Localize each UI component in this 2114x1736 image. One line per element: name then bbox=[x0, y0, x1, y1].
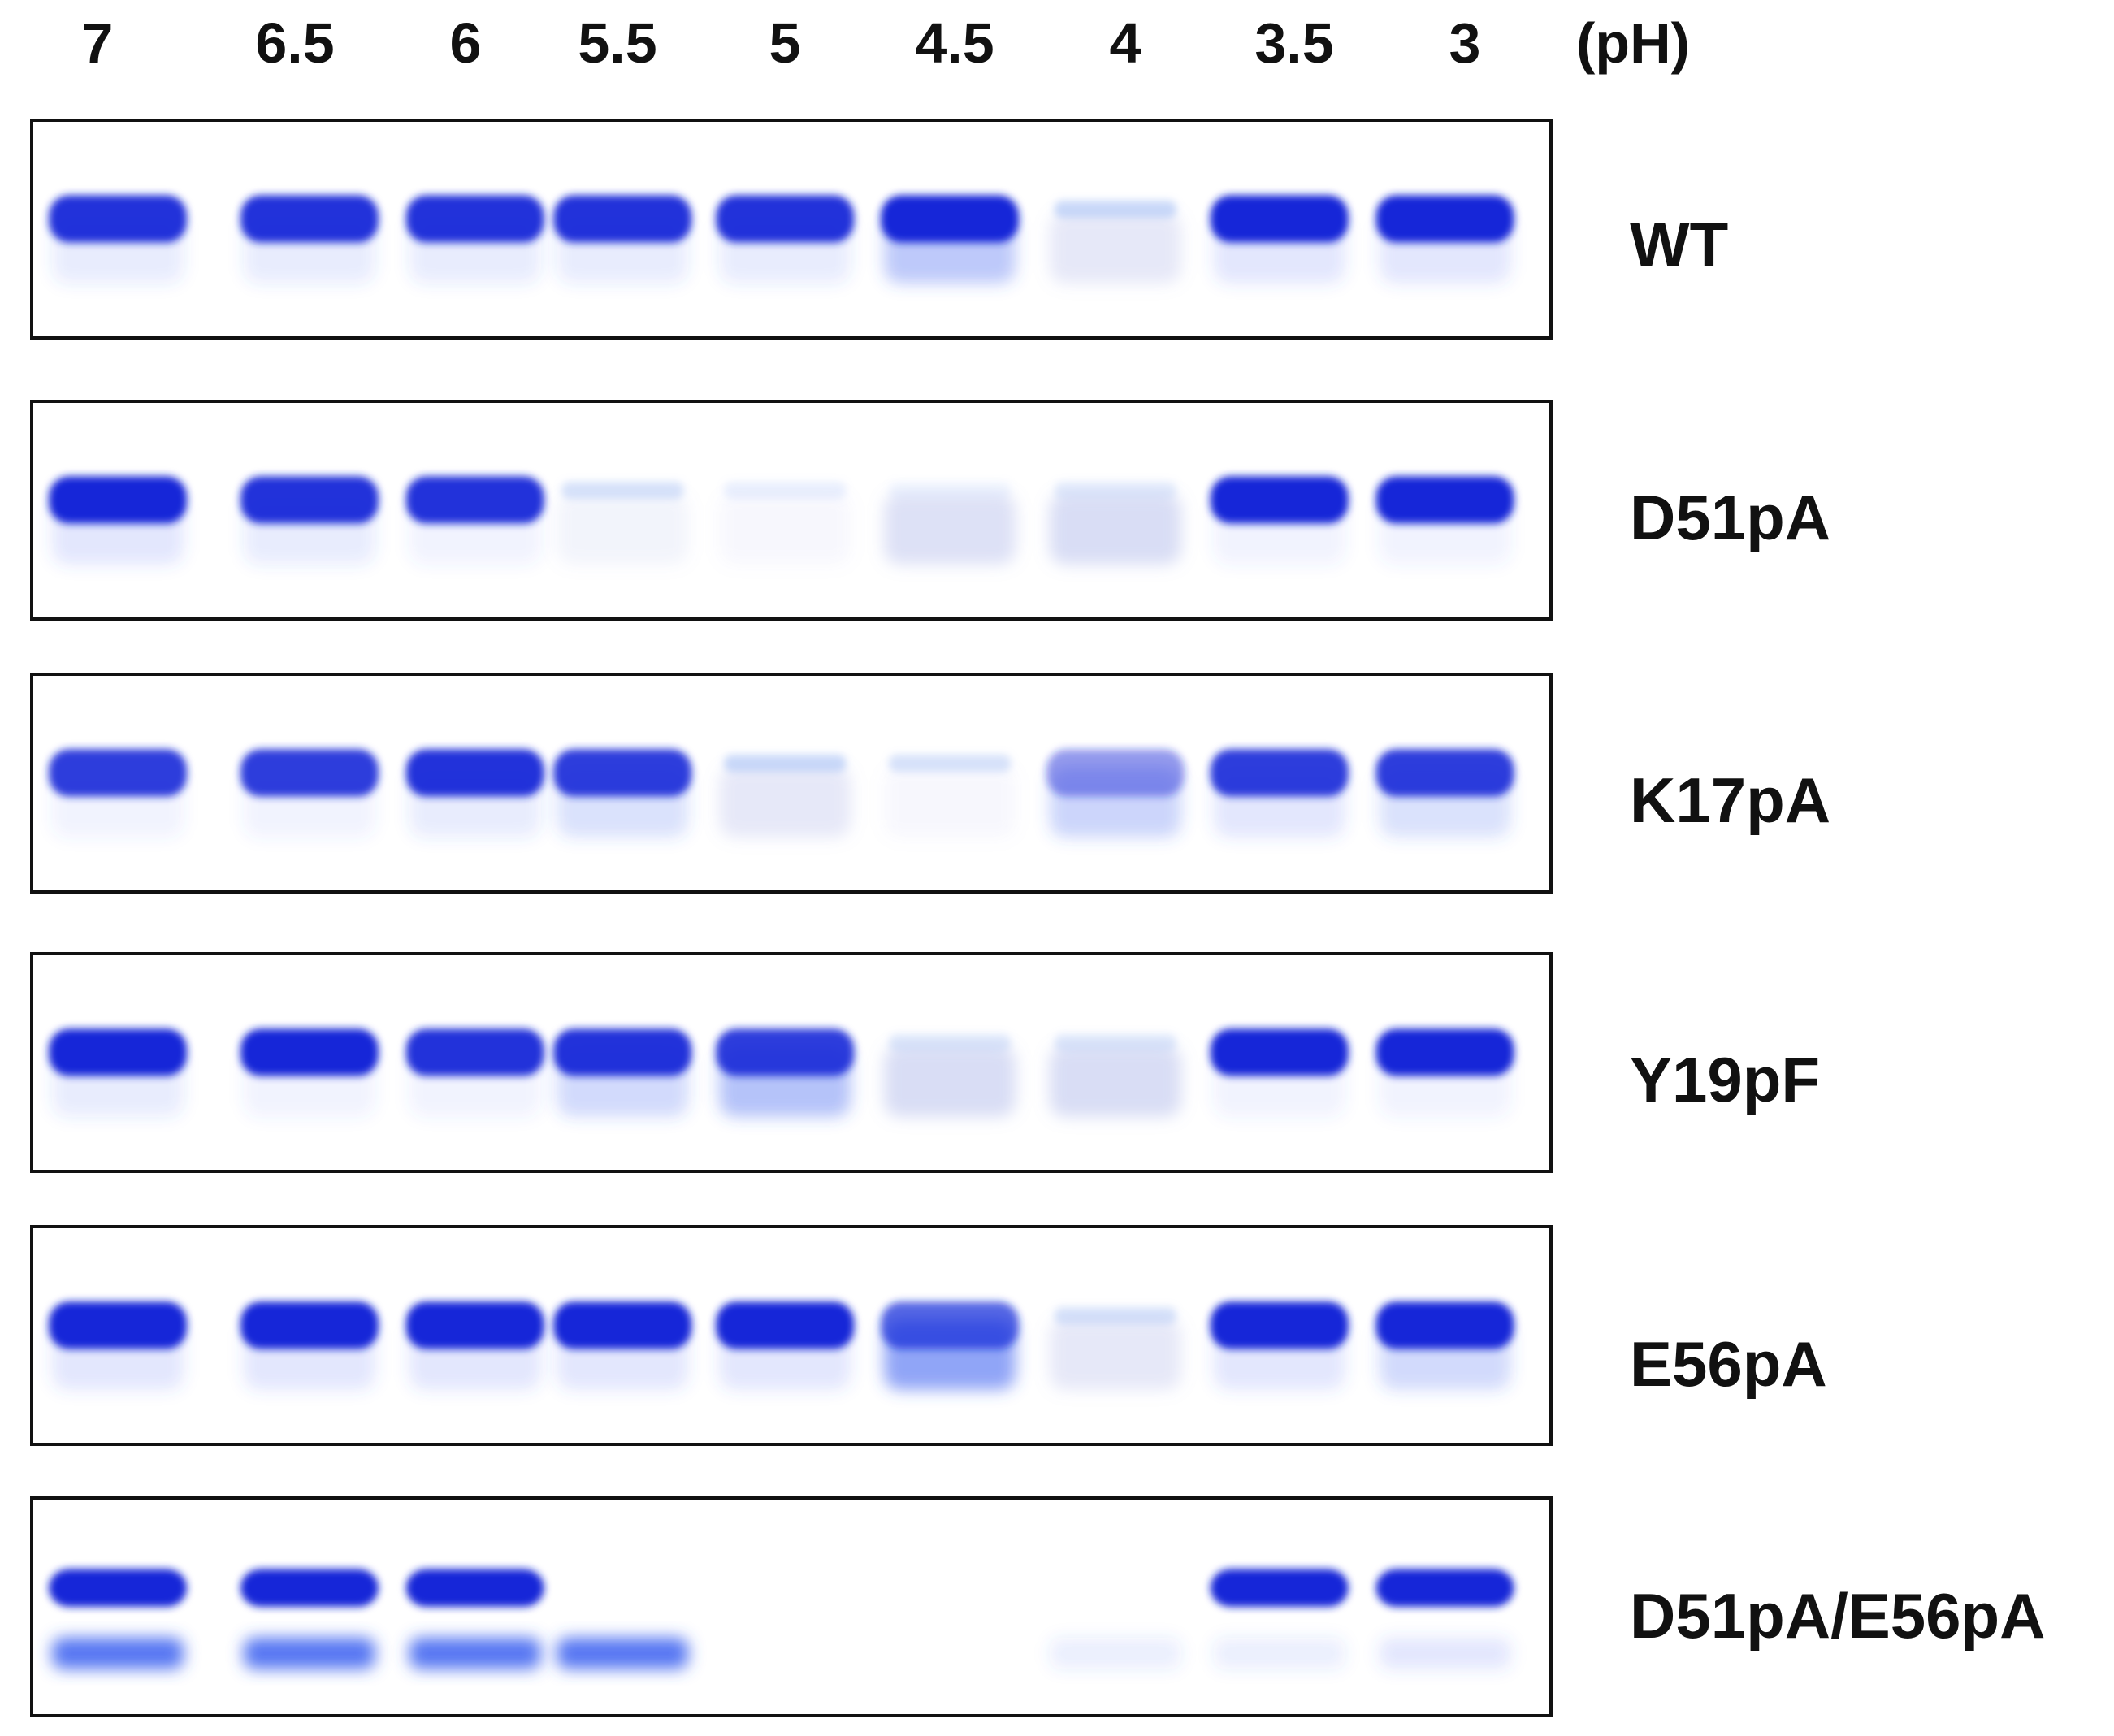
band-faint bbox=[724, 755, 847, 773]
band-main bbox=[49, 195, 188, 243]
sample-label: WT bbox=[1630, 209, 1729, 280]
ph-label: 3.5 bbox=[1254, 11, 1334, 75]
gel-lanes bbox=[49, 476, 1514, 565]
band-main bbox=[881, 1301, 1020, 1349]
band-faint bbox=[1054, 1034, 1177, 1052]
ph-unit-label: (pH) bbox=[1576, 11, 1690, 75]
band-main bbox=[553, 749, 692, 797]
gel-lanes bbox=[49, 1301, 1514, 1390]
sample-label: E56pA bbox=[1630, 1328, 1827, 1400]
band-faint bbox=[1054, 482, 1177, 500]
band-smear bbox=[1379, 1637, 1511, 1669]
gel-panel bbox=[30, 400, 1553, 621]
band-main bbox=[1375, 1569, 1514, 1607]
band-faint bbox=[561, 482, 684, 500]
band-smear bbox=[719, 493, 851, 565]
band-main bbox=[240, 476, 379, 524]
band-faint bbox=[1054, 201, 1177, 219]
band-main bbox=[405, 749, 544, 797]
gel-panel bbox=[30, 1225, 1553, 1446]
gel-lanes bbox=[49, 1569, 1514, 1669]
band-main bbox=[405, 195, 544, 243]
band-smear bbox=[557, 1637, 689, 1669]
ph-label: 4.5 bbox=[915, 11, 994, 75]
band-main bbox=[49, 1028, 188, 1076]
band-smear bbox=[409, 1637, 541, 1669]
sample-label: K17pA bbox=[1630, 764, 1831, 836]
band-main bbox=[49, 749, 188, 797]
gel-panel bbox=[30, 1496, 1553, 1717]
band-smear bbox=[1049, 493, 1181, 565]
gel-panel bbox=[30, 952, 1553, 1173]
band-main bbox=[1375, 749, 1514, 797]
ph-label: 5 bbox=[769, 11, 801, 75]
gel-panel bbox=[30, 673, 1553, 894]
ph-label: 7 bbox=[81, 11, 114, 75]
band-main bbox=[405, 1028, 544, 1076]
band-main bbox=[553, 195, 692, 243]
band-smear bbox=[719, 766, 851, 838]
band-smear bbox=[1049, 1045, 1181, 1117]
gel-lanes bbox=[49, 195, 1514, 284]
band-smear bbox=[1049, 1637, 1181, 1669]
band-main bbox=[405, 1569, 544, 1607]
band-main bbox=[240, 1028, 379, 1076]
band-main bbox=[49, 1569, 188, 1607]
band-main bbox=[240, 1301, 379, 1349]
band-main bbox=[240, 749, 379, 797]
band-main bbox=[405, 1301, 544, 1349]
sample-label: D51pA bbox=[1630, 482, 1831, 553]
ph-label: 5.5 bbox=[578, 11, 657, 75]
band-smear bbox=[884, 1045, 1016, 1117]
band-main bbox=[1210, 1569, 1349, 1607]
band-faint bbox=[888, 1034, 1012, 1052]
band-main bbox=[1210, 1028, 1349, 1076]
band-main bbox=[553, 1028, 692, 1076]
band-main bbox=[716, 1301, 855, 1349]
band-main bbox=[1210, 195, 1349, 243]
band-faint bbox=[724, 482, 847, 500]
band-faint bbox=[1054, 1307, 1177, 1325]
band-smear bbox=[1049, 212, 1181, 284]
ph-label: 6.5 bbox=[255, 11, 335, 75]
band-main bbox=[1210, 476, 1349, 524]
band-main bbox=[881, 195, 1020, 243]
band-smear bbox=[1213, 1637, 1345, 1669]
band-main bbox=[1375, 1028, 1514, 1076]
band-faint bbox=[888, 755, 1012, 773]
band-smear bbox=[557, 493, 689, 565]
gel-panel bbox=[30, 119, 1553, 340]
band-main bbox=[1375, 476, 1514, 524]
band-main bbox=[716, 195, 855, 243]
band-main bbox=[1375, 1301, 1514, 1349]
band-main bbox=[240, 195, 379, 243]
band-smear bbox=[52, 1637, 184, 1669]
band-main bbox=[1375, 195, 1514, 243]
band-main bbox=[1210, 1301, 1349, 1349]
band-smear bbox=[1049, 1318, 1181, 1390]
band-smear bbox=[884, 493, 1016, 565]
sample-label: Y19pF bbox=[1630, 1044, 1821, 1115]
band-smear bbox=[884, 766, 1016, 838]
band-faint bbox=[888, 482, 1012, 500]
band-main bbox=[240, 1569, 379, 1607]
band-main bbox=[716, 1028, 855, 1076]
band-main bbox=[49, 476, 188, 524]
ph-label: 4 bbox=[1109, 11, 1141, 75]
gel-lanes bbox=[49, 749, 1514, 838]
sample-label: D51pA/E56pA bbox=[1630, 1580, 2046, 1652]
band-main bbox=[1210, 749, 1349, 797]
band-smear bbox=[243, 1637, 376, 1669]
gel-lanes bbox=[49, 1028, 1514, 1117]
ph-label: 6 bbox=[449, 11, 482, 75]
band-main bbox=[553, 1301, 692, 1349]
band-main bbox=[405, 476, 544, 524]
band-main bbox=[1046, 749, 1185, 797]
band-main bbox=[49, 1301, 188, 1349]
ph-label: 3 bbox=[1449, 11, 1481, 75]
